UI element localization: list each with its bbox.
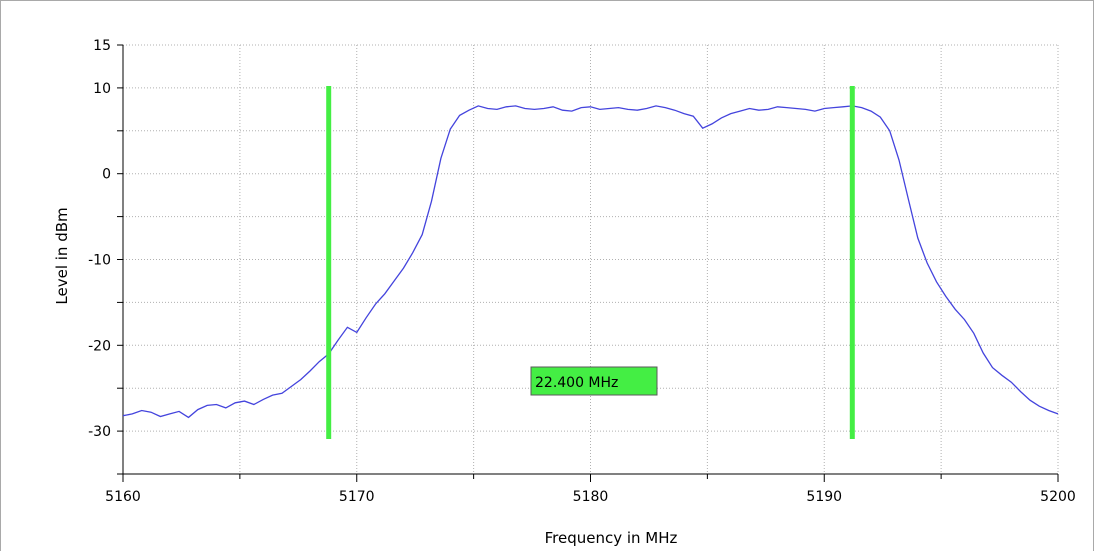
grid <box>123 44 1059 475</box>
y-tick-label: 0 <box>102 167 111 183</box>
y-tick-label: -30 <box>88 424 111 440</box>
x-tick-label: 5160 <box>105 489 141 505</box>
bandwidth-label: 22.400 MHz <box>530 366 658 396</box>
x-axis-title: Frequency in MHz <box>545 529 678 547</box>
y-tick-label: -20 <box>88 338 111 354</box>
axes <box>117 44 1059 482</box>
y-tick-labels: 15 10 0 -10 -20 -30 <box>88 38 111 440</box>
x-tick-label: 5200 <box>1040 489 1076 505</box>
y-axis-title: Level in dBm <box>53 207 71 304</box>
x-tick-label: 5180 <box>573 489 609 505</box>
y-tick-label: -10 <box>88 253 111 269</box>
y-tick-label: 10 <box>93 81 111 97</box>
bandwidth-label-box <box>530 366 658 396</box>
bandwidth-label-text: 22.400 MHz <box>535 375 618 391</box>
x-tick-labels: 5160 5170 5180 5190 5200 <box>105 489 1076 505</box>
x-tick-label: 5170 <box>339 489 375 505</box>
spectrum-trace <box>122 105 1059 419</box>
y-tick-label: 15 <box>93 38 111 54</box>
x-tick-label: 5190 <box>806 489 842 505</box>
